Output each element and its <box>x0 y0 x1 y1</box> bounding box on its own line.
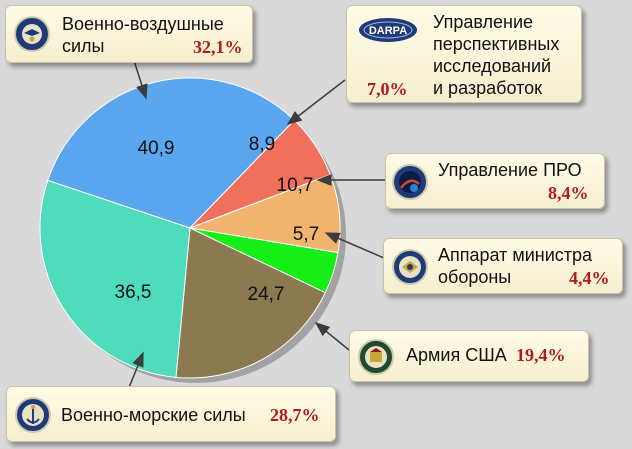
pie-slice-value-label: 5,7 <box>293 224 319 245</box>
legend-card-missile-defense: Управление ПРО 8,4% <box>385 153 605 209</box>
pie-slice-value-label: 8,9 <box>249 134 275 155</box>
connector-navy <box>127 351 144 391</box>
legend-card-navy: Военно-морские силы 28,7% <box>6 386 336 442</box>
legend-card-defense-secretary: Аппарат министра обороны 4,4% <box>383 238 623 294</box>
legend-percent: 19,4% <box>516 345 566 365</box>
connector-defense-secretary <box>324 232 385 259</box>
legend-percent: 8,4% <box>548 183 589 203</box>
pie-slice <box>47 77 296 229</box>
legend-percent: 28,7% <box>270 405 320 425</box>
missile-defense-seal-icon <box>392 164 428 200</box>
legend-card-air-force: Военно-воздушные силы 32,1% <box>5 5 253 63</box>
legend-name-line: Управление ПРО <box>438 160 582 180</box>
pie-slice-value-label: 40,9 <box>138 138 175 159</box>
legend-card-army: Армия США 19,4% <box>349 330 589 382</box>
pie-slice-labels: 40,9 8,910,7 5,7 24,7 36,5 <box>115 134 320 305</box>
pie-slice <box>175 227 326 379</box>
defense-secretary-seal-icon <box>392 249 428 285</box>
legend-name-line: исследований <box>433 56 552 76</box>
pie-slices <box>39 77 341 379</box>
navy-seal-icon <box>15 397 51 433</box>
pie-slice-value-label: 24,7 <box>248 284 285 305</box>
pie-slice-value-label: 10,7 <box>277 175 314 196</box>
connector-arrows <box>127 41 386 391</box>
darpa-logo: DARPA <box>359 18 417 42</box>
army-seal-icon <box>358 339 394 375</box>
air-force-seal-icon <box>14 16 50 52</box>
legend-name-line: Военно-воздушные <box>62 14 224 34</box>
legend-name-line: обороны <box>438 267 512 287</box>
legend-name-line: и разработок <box>433 78 543 98</box>
legend-percent: 7,0% <box>367 79 408 99</box>
connector-darpa <box>286 79 346 125</box>
connector-army <box>314 322 350 351</box>
legend-name-line: перспективных <box>433 34 560 54</box>
pie-slice-value-label: 36,5 <box>115 282 152 303</box>
legend-name-line: Военно-морские силы <box>61 405 246 425</box>
legend-percent: 4,4% <box>569 268 610 288</box>
legend-percent: 32,1% <box>193 37 243 57</box>
legend-name-line: силы <box>62 36 105 56</box>
legend-name-line: Управление <box>433 12 534 32</box>
legend-card-darpa: DARPA Управление перспективных исследова… <box>346 5 582 103</box>
legend-name-line: Аппарат министра <box>438 245 593 265</box>
legend-name-line: Армия США <box>406 345 507 365</box>
darpa-logo-text: DARPA <box>369 25 407 37</box>
pie-slice <box>39 179 191 378</box>
